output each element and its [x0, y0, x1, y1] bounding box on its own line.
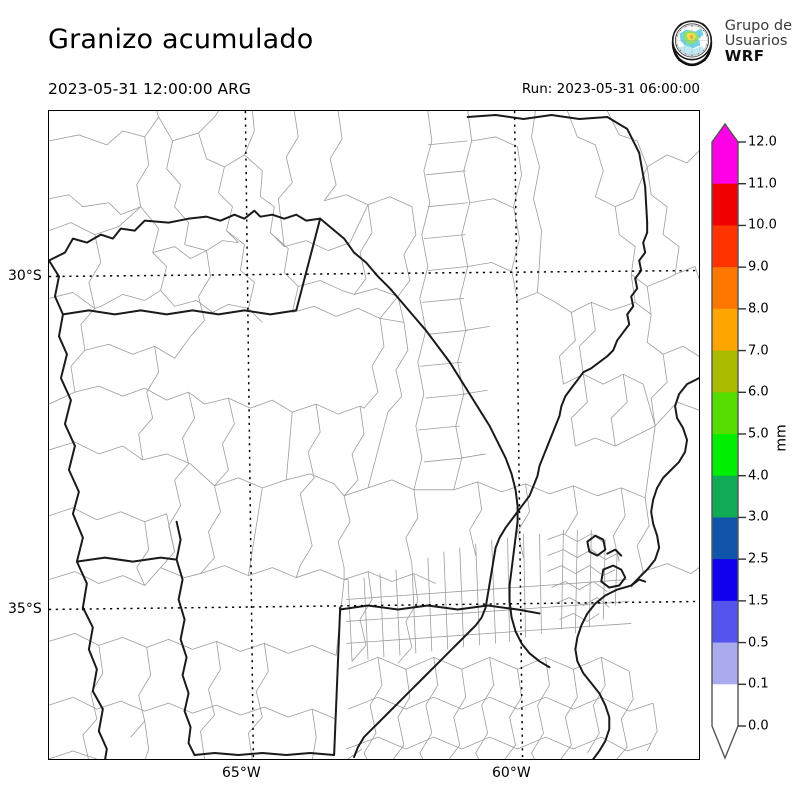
gridline-lon-60	[513, 111, 524, 759]
colorbar-unit-label: mm	[773, 424, 790, 452]
colorbar-tick-label: 6.0	[748, 384, 769, 400]
logo: Grupo de Usuarios WRF	[666, 14, 792, 70]
colorbar-tick-label: 7.0	[748, 343, 769, 359]
axis-label-lat-30: 30°S	[8, 268, 42, 284]
colorbar-tick-label: 9.0	[748, 259, 769, 275]
colorbar-tick-label: 2.5	[748, 551, 769, 567]
run-time-label: Run: 2023-05-31 06:00:00	[521, 81, 700, 97]
colorbar-tick-label: 11.0	[748, 176, 777, 192]
map-geography	[49, 111, 699, 759]
colorbar-tick-label: 12.0	[748, 134, 777, 150]
colorbar-tick-label: 0.1	[748, 676, 769, 692]
logo-line-3: WRF	[724, 47, 765, 66]
colorbar-tick-label: 3.0	[748, 509, 769, 525]
colorbar-tick-label: 0.0	[748, 718, 769, 734]
map-canvas[interactable]	[48, 110, 700, 760]
colorbar-tick-label: 8.0	[748, 301, 769, 317]
colorbar-tick-label: 5.0	[748, 426, 769, 442]
province-boundaries	[49, 113, 699, 759]
colorbar-tick-label: 1.5	[748, 593, 769, 609]
axis-label-lon-60: 60°W	[492, 765, 531, 781]
page-title: Granizo acumulado	[48, 24, 314, 55]
valid-time-label: 2023-05-31 12:00:00 ARG	[48, 80, 251, 98]
colorbar: mm 12.0 11.0 10.0 9.0 8.0 7.0 6.0 5.0 4.0 3.0 2.5 1…	[708, 112, 800, 764]
axis-label-lat-35: 35°S	[8, 601, 42, 617]
graticule-gridlines	[49, 111, 699, 759]
gridline-lon-65	[244, 111, 255, 759]
logo-text: Grupo de Usuarios WRF	[724, 17, 792, 66]
colorbar-swatches	[711, 122, 746, 760]
colorbar-tick-label: 4.0	[748, 468, 769, 484]
department-boundaries	[49, 111, 699, 759]
wrf-globe-emblem-icon	[671, 20, 712, 67]
colorbar-tick-label: 0.5	[748, 635, 769, 651]
logo-line-1: Grupo de	[724, 17, 792, 34]
axis-label-lon-65: 65°W	[222, 765, 261, 781]
colorbar-tick-label: 10.0	[748, 217, 777, 233]
logo-line-2: Usuarios	[724, 33, 788, 50]
